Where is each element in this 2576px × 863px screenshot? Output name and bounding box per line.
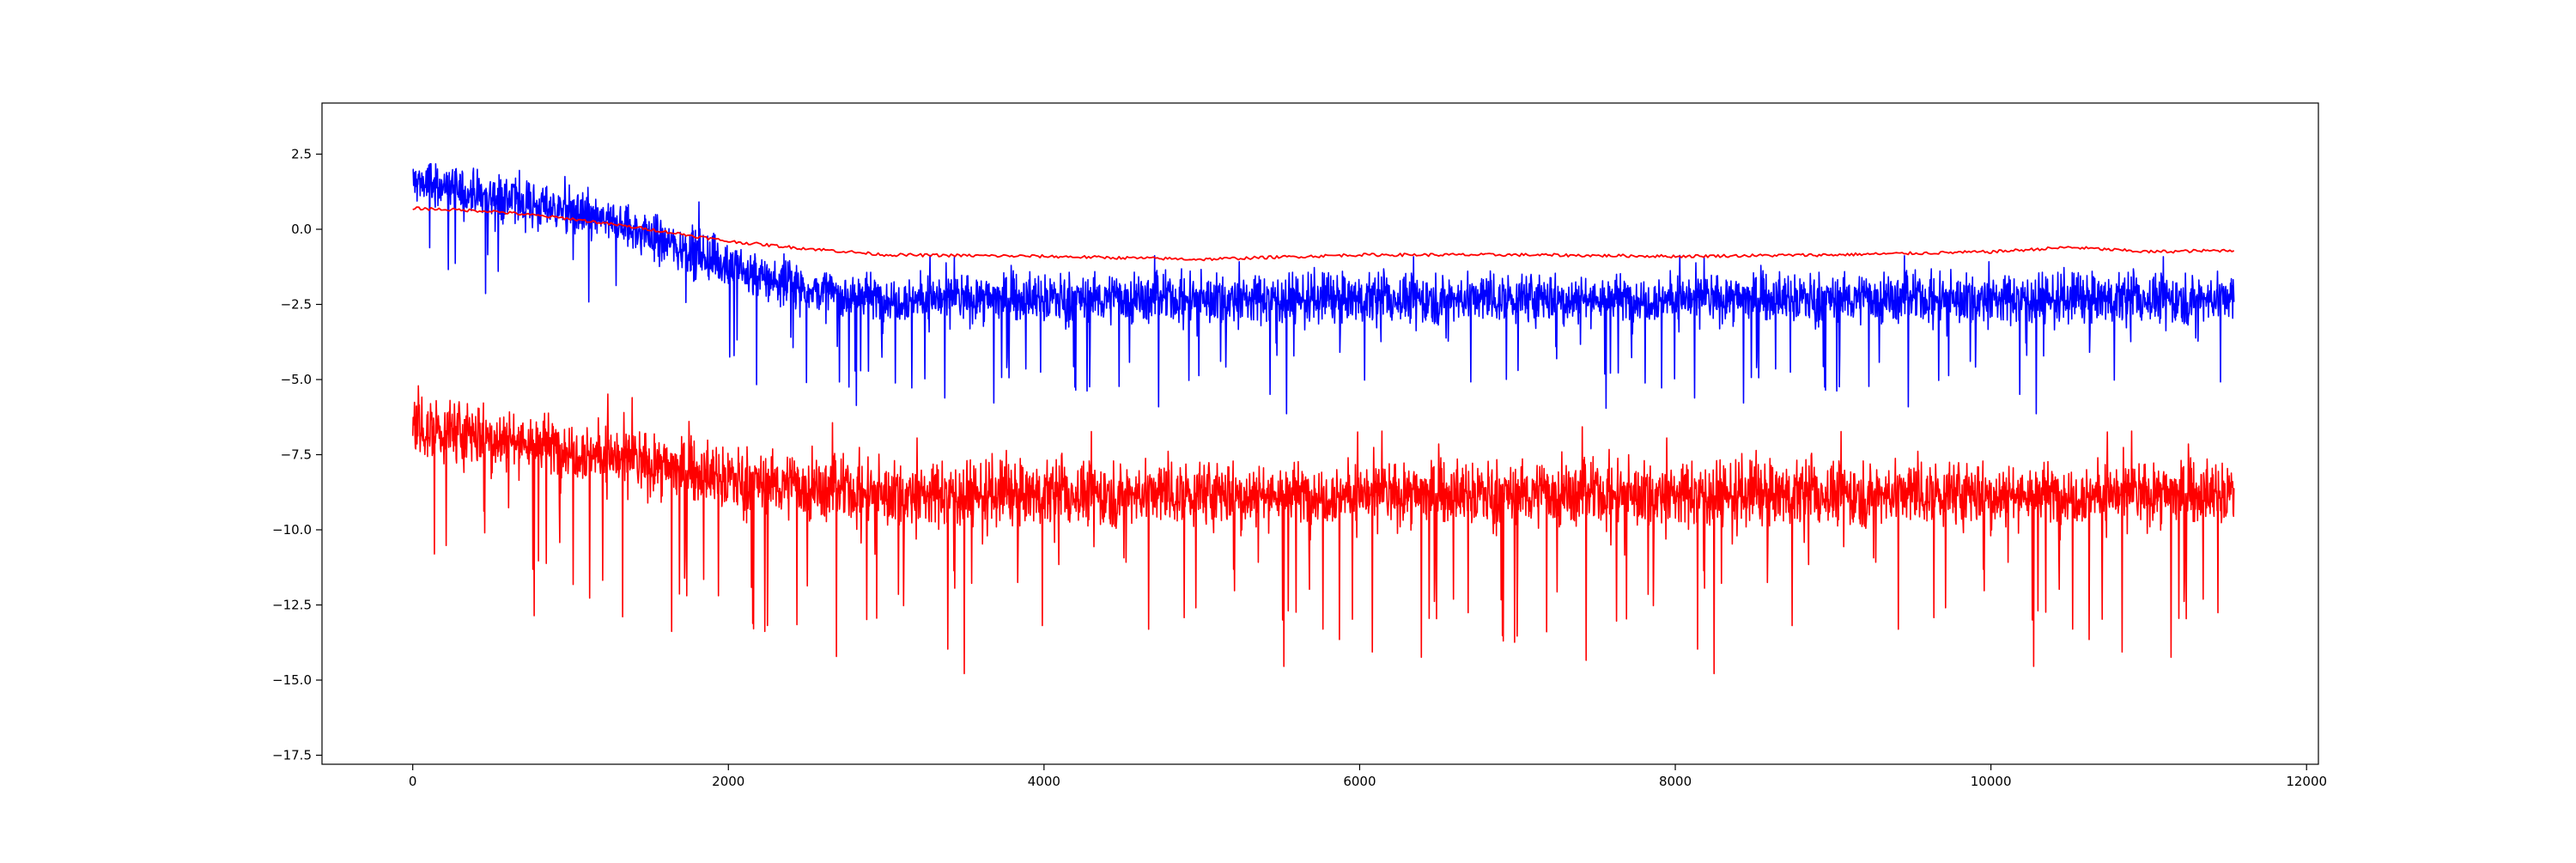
axes-frame xyxy=(321,102,2319,765)
y-tick-label: −2.5 xyxy=(281,297,312,313)
y-tick-label: −5.0 xyxy=(281,372,312,387)
series-layer xyxy=(411,162,2235,675)
y-tick-label: 0.0 xyxy=(291,222,312,237)
y-tick-label: 2.5 xyxy=(291,147,312,162)
y-tick-label: −12.5 xyxy=(272,598,312,613)
x-tick-label: 0 xyxy=(409,774,417,789)
y-tick-label: −10.0 xyxy=(272,522,312,538)
y-tick-label: −7.5 xyxy=(281,447,312,463)
series-line-1 xyxy=(412,162,2235,415)
x-tick-label: 12000 xyxy=(2286,774,2327,789)
x-tick-label: 10000 xyxy=(1971,774,2012,789)
x-axis: 0 2000 4000 6000 8000 10000 12000 xyxy=(409,764,2327,789)
x-tick-label: 8000 xyxy=(1659,774,1692,789)
x-tick-label: 4000 xyxy=(1028,774,1060,789)
series-line-2 xyxy=(412,206,2235,262)
y-tick-label: −17.5 xyxy=(272,748,312,763)
x-tick-label: 2000 xyxy=(712,774,744,789)
x-tick-label: 6000 xyxy=(1343,774,1376,789)
y-axis: 2.5 0.0 −2.5 −5.0 −7.5 −10.0 −12.5 −15.0 −17.5 xyxy=(272,147,322,763)
series-line-3 xyxy=(411,385,2235,675)
y-tick-label: −15.0 xyxy=(272,672,312,688)
